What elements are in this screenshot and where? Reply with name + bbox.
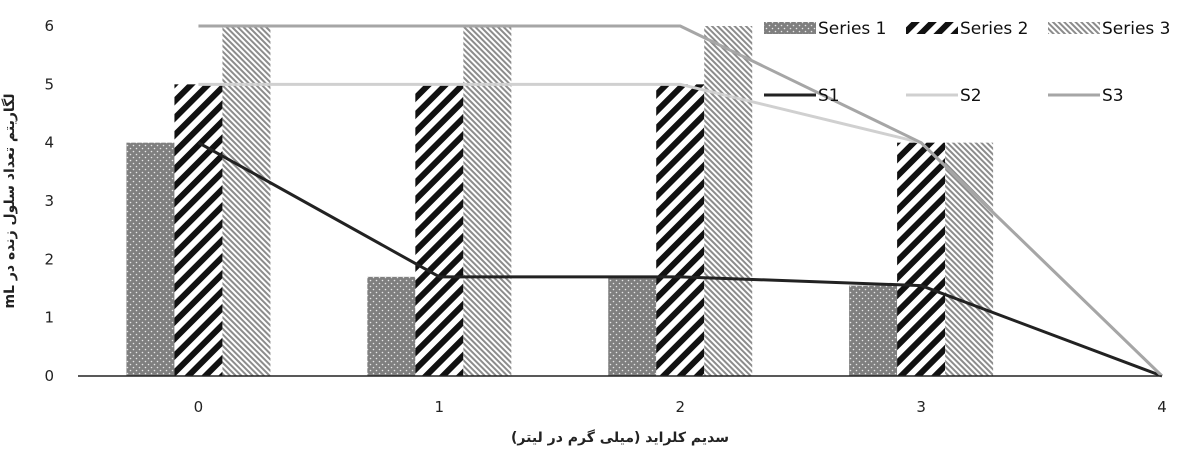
bar-series-2-x-2 <box>656 84 705 376</box>
x-tick-label-3: 3 <box>916 398 926 416</box>
axes-layer: 0 1 2 3 4 5 6 0 1 2 3 4 <box>44 17 1166 416</box>
bar-series-3-x-2 <box>704 26 753 376</box>
legend-swatch-series-3 <box>1048 22 1100 34</box>
y-tick-label-2: 2 <box>44 250 54 268</box>
lines-layer <box>197 24 1164 378</box>
bar-series-3-x-1 <box>463 26 512 376</box>
legend-label-series-3: Series 3 <box>1102 19 1171 39</box>
line-s1 <box>197 141 1163 378</box>
x-tick-label-1: 1 <box>435 398 445 416</box>
bar-series-3-x-0 <box>222 26 271 376</box>
y-tick-label-4: 4 <box>44 134 54 152</box>
legend-swatch-series-2 <box>906 22 958 34</box>
legend-label-series-1: Series 1 <box>818 19 887 39</box>
bar-series-2-x-3 <box>897 142 946 376</box>
bar-series-1-x-0 <box>126 142 175 376</box>
legend-label-s2: S2 <box>960 86 982 106</box>
y-tick-label-6: 6 <box>44 17 54 35</box>
x-axis-title: سدیم کلراید (میلی گرم در لیتر) <box>511 429 729 446</box>
y-axis-title: لگاریتم تعداد سلول زنده در mL <box>1 93 18 308</box>
bar-series-2-x-0 <box>174 84 223 376</box>
bar-series-1-x-2 <box>608 276 657 376</box>
y-tick-label-5: 5 <box>44 75 54 93</box>
line-s3 <box>198 24 1164 378</box>
bar-series-1-x-3 <box>849 285 898 376</box>
y-tick-label-0: 0 <box>44 367 54 385</box>
x-tick-label-2: 2 <box>675 398 685 416</box>
legend: Series 1 Series 2 Series 3 S1 S2 S3 <box>764 19 1171 106</box>
legend-swatch-series-1 <box>764 22 816 34</box>
bar-series-1-x-1 <box>367 276 416 376</box>
legend-label-series-2: Series 2 <box>960 19 1029 39</box>
legend-label-s1: S1 <box>818 86 840 106</box>
x-tick-label-0: 0 <box>194 398 204 416</box>
y-tick-label-1: 1 <box>44 309 54 327</box>
bar-series-2-x-1 <box>415 84 464 376</box>
bars-layer <box>126 26 994 376</box>
x-tick-label-4: 4 <box>1157 398 1167 416</box>
y-tick-label-3: 3 <box>44 192 54 210</box>
bar-series-3-x-3 <box>945 142 994 376</box>
legend-label-s3: S3 <box>1102 86 1124 106</box>
